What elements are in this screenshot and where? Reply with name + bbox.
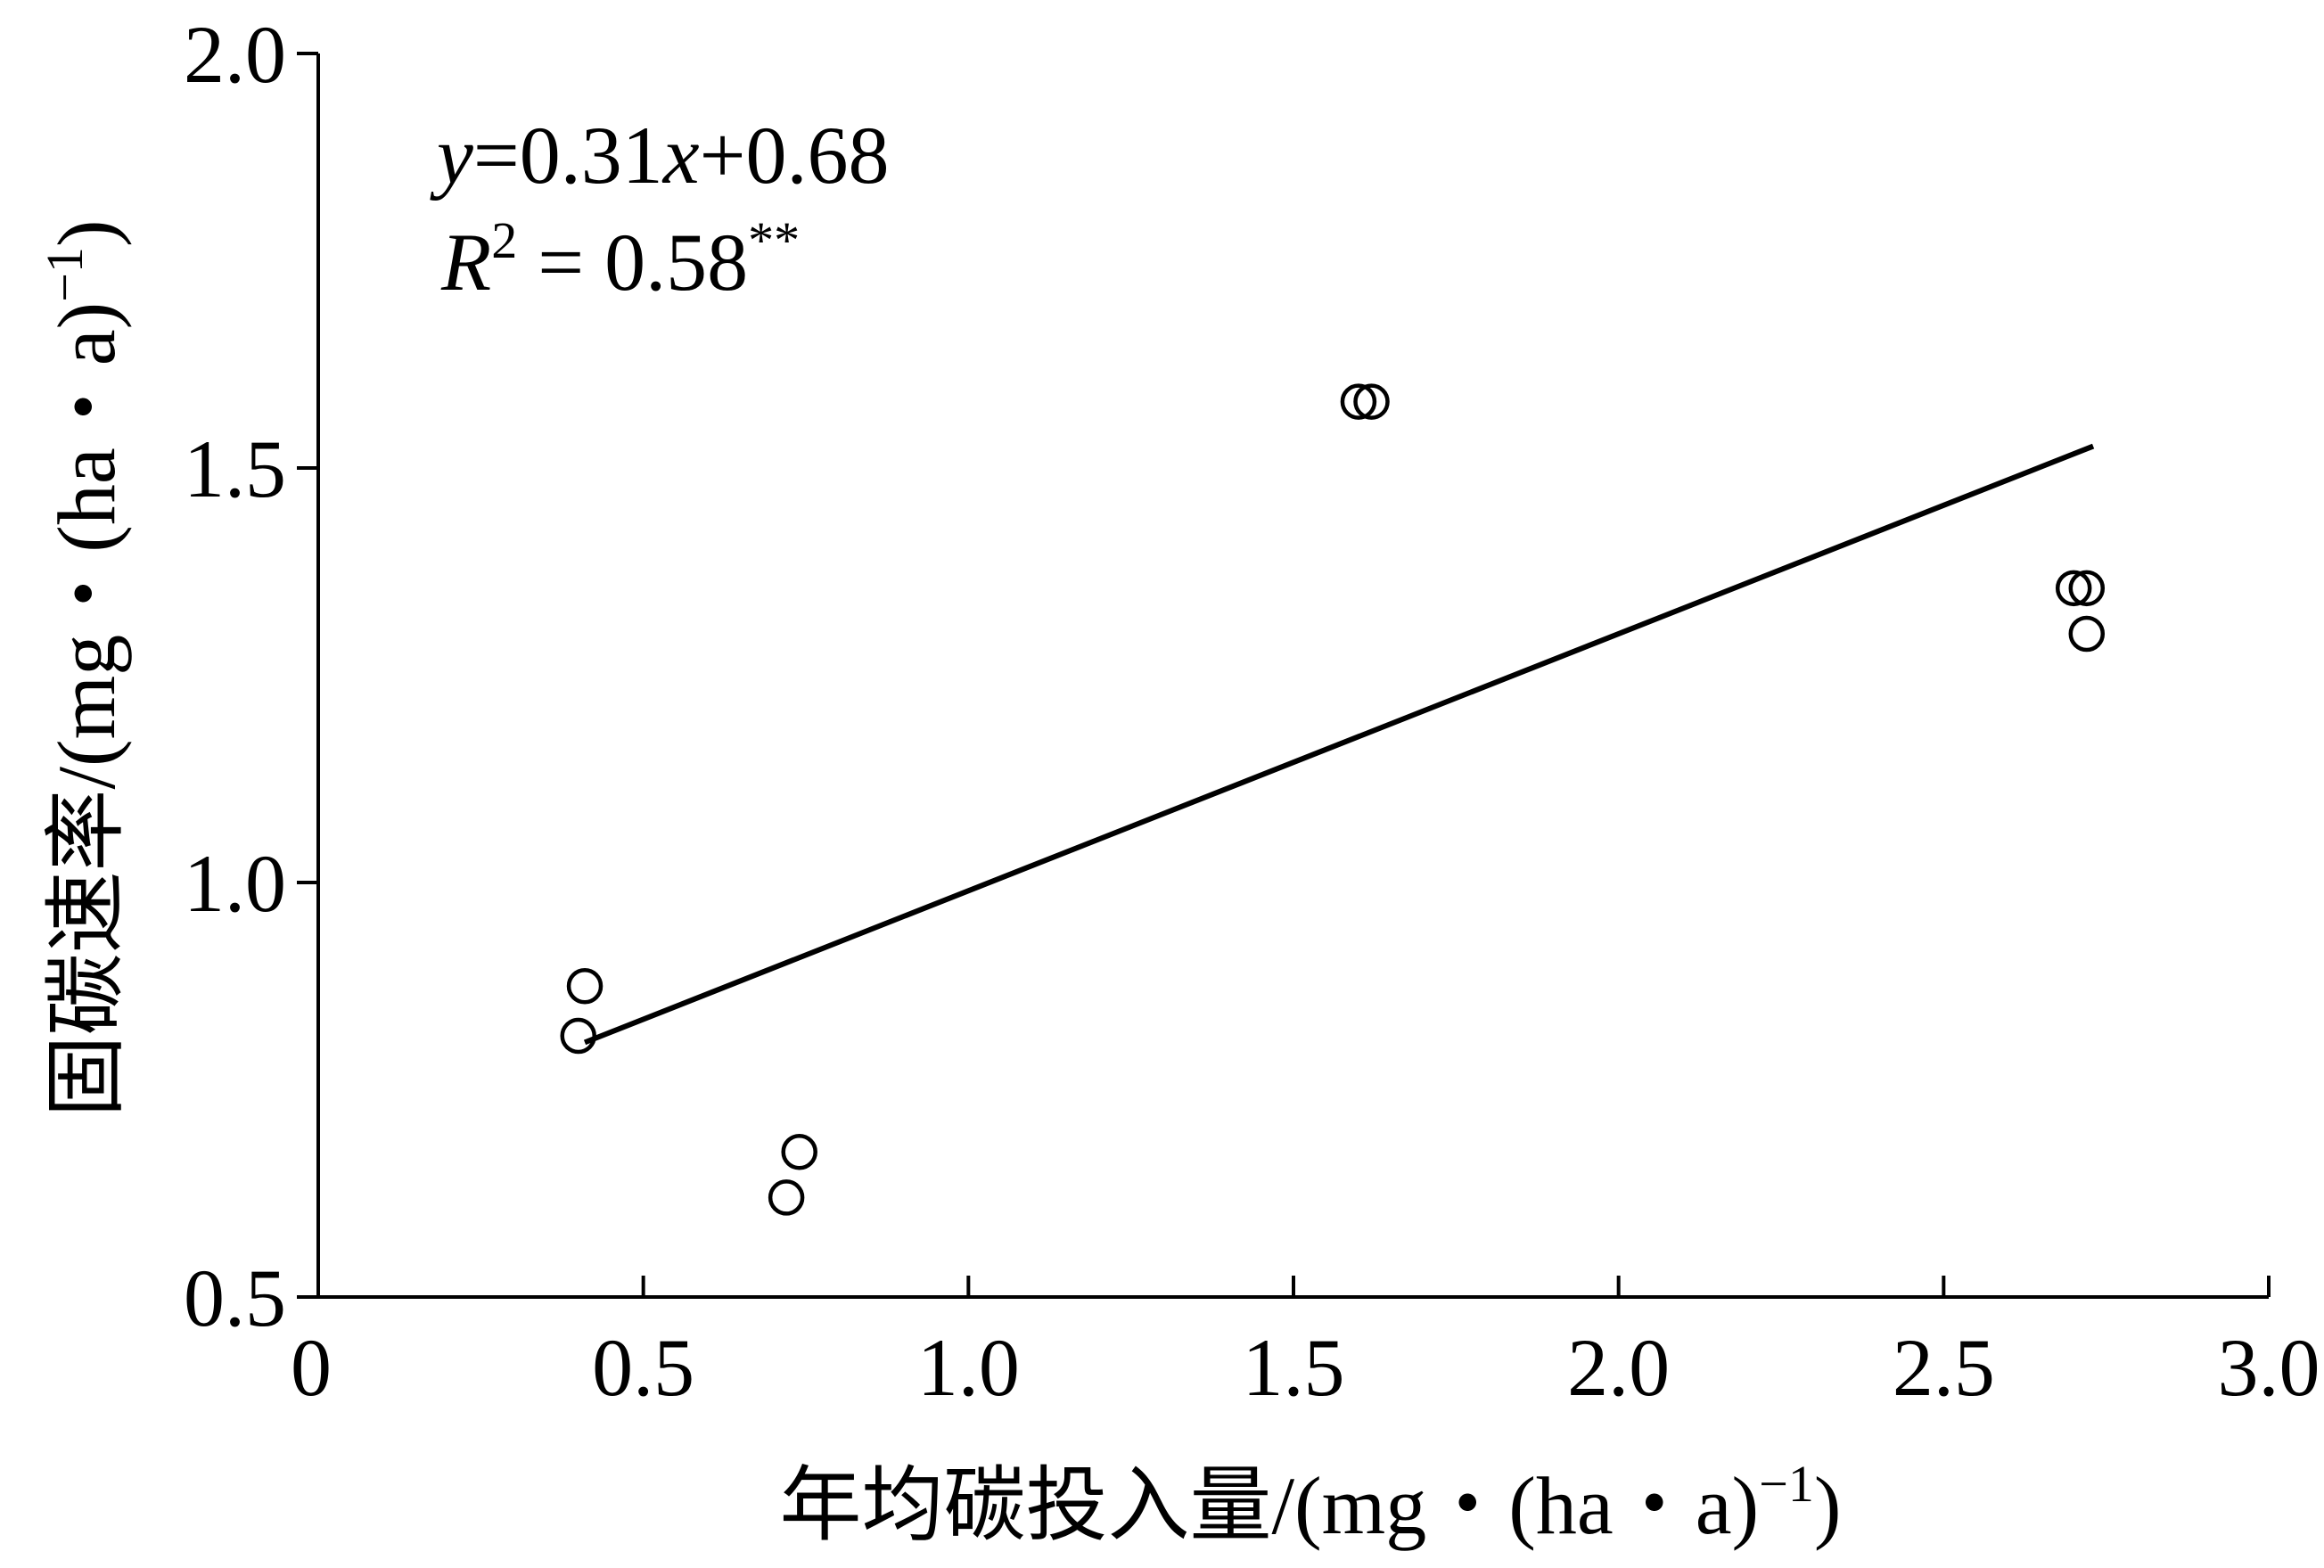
- data-point: [1340, 383, 1377, 420]
- data-point: [560, 1017, 596, 1055]
- data-point: [1353, 383, 1390, 420]
- x-tick-label: 1.5: [1243, 1322, 1345, 1413]
- y-tick-label: 2.0: [184, 9, 286, 100]
- eq-y-var: y: [430, 110, 473, 201]
- y-axis-title-sup: −1: [36, 247, 94, 302]
- data-point: [2068, 615, 2106, 653]
- x-axis-title-tail: ): [1814, 1460, 1842, 1551]
- y-tick-label: 1.0: [184, 838, 286, 929]
- y-axis-title-tail: ): [41, 219, 132, 247]
- r-significance: **: [748, 211, 800, 269]
- x-tick-label: 2.5: [1893, 1322, 1995, 1413]
- eq-intercept: +0.68: [700, 110, 890, 201]
- eq-x-var: x: [661, 110, 700, 201]
- data-point: [2055, 570, 2092, 607]
- data-point: [566, 968, 604, 1005]
- x-tick-label: 0: [291, 1322, 332, 1413]
- x-tick-label: 1.0: [917, 1322, 1020, 1413]
- x-tick-label: 2.0: [1567, 1322, 1670, 1413]
- eq-slope: =0.31: [473, 110, 663, 201]
- x-tick-label: 0.5: [592, 1322, 694, 1413]
- data-points: [560, 383, 2106, 1216]
- data-point: [781, 1134, 817, 1170]
- data-point: [768, 1179, 805, 1216]
- y-axis-title: 固碳速率/(mg・(ha・a)−1): [36, 219, 132, 1117]
- x-axis-title-sup: −1: [1759, 1455, 1814, 1513]
- y-tick-label: 1.5: [184, 423, 286, 514]
- y-tick-label: 0.5: [184, 1252, 286, 1343]
- x-axis-title-main: 年均碳投入量/(mg・(ha・a): [779, 1460, 1759, 1551]
- y-axis-title-main: 固碳速率/(mg・(ha・a): [41, 302, 132, 1118]
- fit-line-group: [583, 443, 2095, 1046]
- regression-line: [583, 443, 2095, 1046]
- r-superscript: 2: [491, 211, 517, 269]
- r-value: = 0.58: [517, 217, 748, 308]
- data-point: [2068, 570, 2106, 607]
- regression-equation: y=0.31x+0.68: [430, 110, 889, 201]
- x-tick-label: 3.0: [2218, 1322, 2320, 1413]
- y-ticks: 0.5 1.0 1.5 2.0: [184, 9, 318, 1343]
- x-axis-title: 年均碳投入量/(mg・(ha・a)−1): [779, 1455, 1841, 1551]
- x-ticks: 0 0.5 1.0 1.5 2.0 2.5 3.0: [291, 1276, 2320, 1413]
- r-squared-label: R2 = 0.58**: [440, 211, 800, 308]
- r-letter: R: [440, 217, 491, 308]
